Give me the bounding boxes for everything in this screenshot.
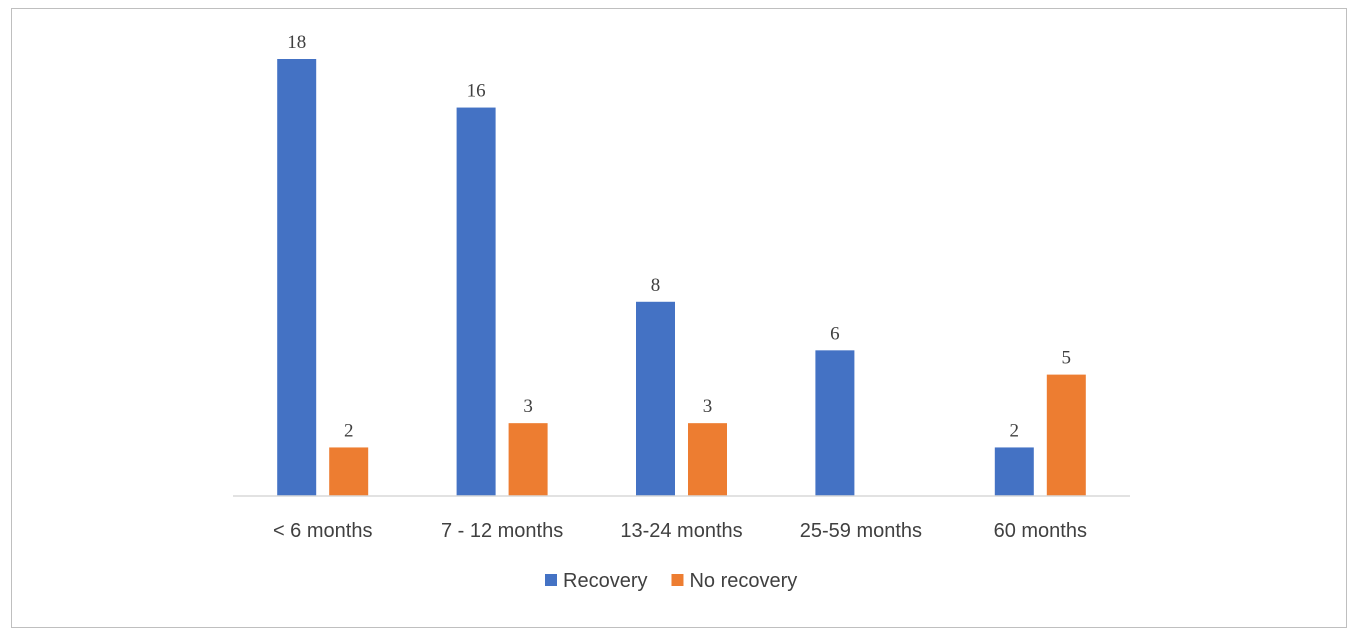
data-label-no-recovery-2: 3 — [703, 396, 713, 417]
x-tick-label-3: 25-59 months — [800, 520, 922, 542]
bar-recovery-4 — [994, 447, 1034, 496]
data-label-no-recovery-4: 5 — [1062, 348, 1072, 369]
x-tick-label-4: 60 months — [994, 520, 1087, 542]
bar-no-recovery-1 — [508, 423, 548, 496]
data-label-no-recovery-0: 2 — [344, 420, 354, 441]
legend: Recovery No recovery — [545, 570, 797, 592]
data-label-recovery-0: 18 — [287, 32, 306, 53]
data-labels-group: 18 2 16 3 8 3 6 2 5 — [287, 32, 1071, 441]
legend-swatch-no-recovery — [671, 574, 684, 586]
data-label-recovery-2: 8 — [651, 275, 661, 296]
x-tick-label-1: 7 - 12 months — [441, 520, 563, 542]
bar-recovery-2 — [636, 301, 675, 496]
x-tick-label-0: < 6 months — [273, 520, 373, 542]
legend-swatch-recovery — [545, 574, 557, 586]
data-label-recovery-1: 16 — [467, 81, 486, 102]
data-label-recovery-4: 2 — [1010, 420, 1020, 441]
bar-recovery-1 — [456, 107, 496, 497]
bar-recovery-3 — [815, 350, 855, 496]
x-tick-label-2: 13-24 months — [620, 520, 742, 542]
chart-frame — [11, 8, 1347, 628]
bars-group — [277, 59, 1086, 497]
x-tick-labels-group: < 6 months 7 - 12 months 13-24 months 25-59… — [273, 520, 1087, 542]
bar-no-recovery-2 — [688, 423, 727, 496]
bar-no-recovery-0 — [329, 447, 369, 496]
bar-chart: 18 2 16 3 8 3 6 2 5 < 6 months 7 - 12 months 13-24… — [233, 32, 1130, 592]
bar-recovery-0 — [277, 59, 317, 496]
data-label-no-recovery-1: 3 — [523, 396, 533, 417]
legend-label-no-recovery: No recovery — [689, 570, 797, 592]
data-label-recovery-3: 6 — [830, 323, 840, 344]
bar-no-recovery-4 — [1046, 374, 1086, 496]
legend-label-recovery: Recovery — [563, 570, 647, 592]
